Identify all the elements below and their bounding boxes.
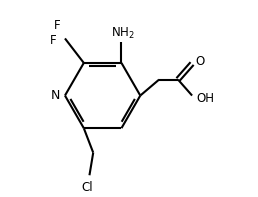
Text: N: N [51, 89, 60, 102]
Text: OH: OH [197, 92, 215, 105]
Text: F: F [50, 34, 56, 47]
Text: NH$_2$: NH$_2$ [111, 26, 135, 41]
Text: F: F [54, 19, 61, 32]
Text: Cl: Cl [82, 181, 93, 194]
Text: O: O [196, 55, 205, 68]
